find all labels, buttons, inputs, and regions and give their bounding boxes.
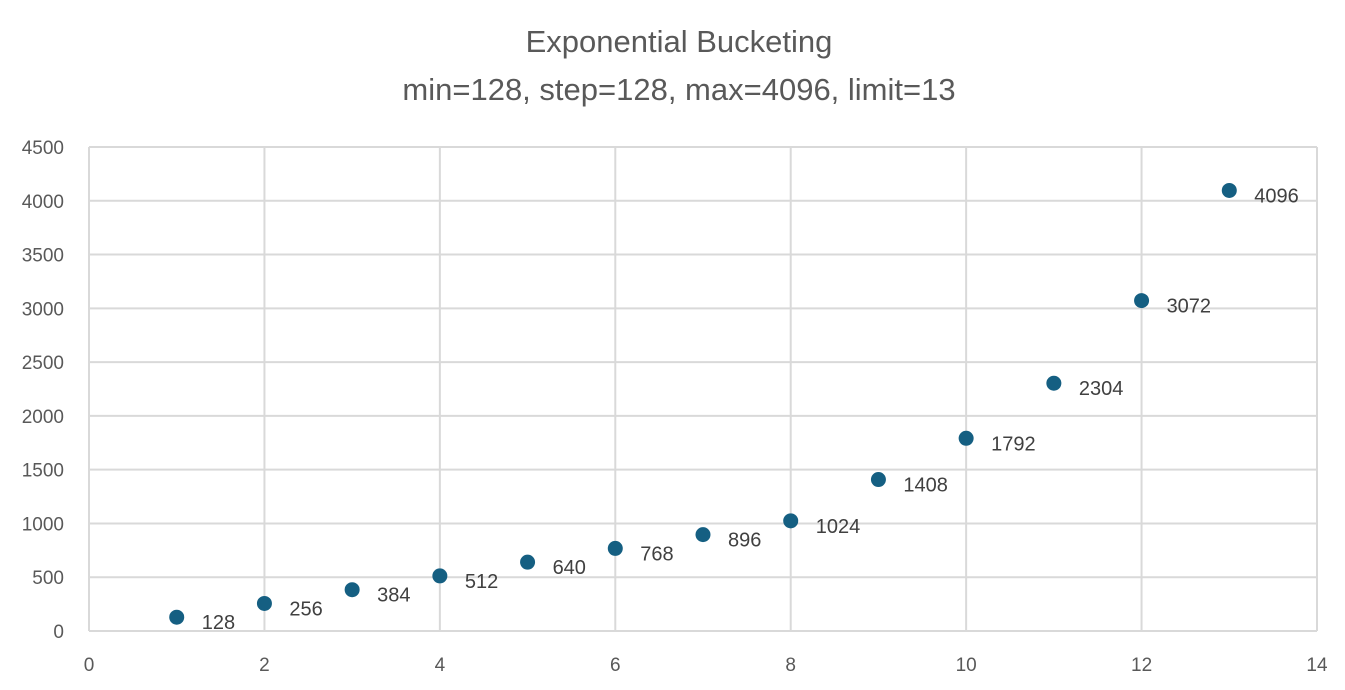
data-point: [1046, 375, 1062, 391]
data-point: [432, 568, 448, 584]
data-point: [783, 513, 799, 529]
data-label: 1408: [903, 475, 948, 497]
data-labels: 128 256 384 512 640 768 896 1024 1408 1792 2304 307…: [202, 185, 1299, 634]
data-label: 640: [553, 557, 586, 579]
chart-title: Exponential Bucketing: [526, 24, 833, 59]
data-point: [169, 609, 185, 625]
data-label: 384: [377, 585, 410, 607]
data-label: 1792: [991, 433, 1035, 455]
y-tick-label: 3000: [22, 299, 64, 320]
chart-subtitle: min=128, step=128, max=4096, limit=13: [402, 72, 955, 107]
data-point: [870, 472, 886, 488]
data-point: [958, 430, 974, 446]
y-tick-label: 4000: [22, 192, 64, 213]
data-label: 768: [640, 543, 673, 565]
y-tick-label: 2500: [22, 353, 64, 374]
y-tick-label: 0: [53, 622, 64, 643]
x-tick-label: 8: [785, 655, 796, 676]
x-tick-label: 14: [1306, 655, 1328, 676]
x-tick-label: 12: [1131, 655, 1152, 676]
y-tick-label: 1000: [22, 514, 64, 535]
y-tick-label: 2000: [22, 407, 64, 428]
data-label: 896: [728, 530, 761, 552]
data-label: 1024: [816, 516, 861, 538]
y-tick-label: 500: [32, 568, 64, 589]
data-point: [607, 540, 623, 556]
data-point: [1134, 293, 1150, 309]
y-tick-label: 4500: [22, 138, 64, 159]
x-tick-label: 2: [259, 655, 270, 676]
y-tick-label: 1500: [22, 461, 64, 482]
data-point: [695, 527, 711, 543]
data-points: [169, 182, 1237, 625]
gridlines: [88, 146, 1318, 632]
data-label: 3072: [1167, 296, 1212, 318]
data-label: 2304: [1079, 378, 1124, 400]
data-label: 128: [202, 612, 235, 634]
data-label: 4096: [1254, 185, 1299, 207]
x-tick-label: 0: [84, 655, 95, 676]
y-tick-label: 3500: [22, 246, 64, 267]
data-label: 512: [465, 571, 498, 593]
data-point: [1221, 182, 1237, 198]
data-point: [520, 554, 536, 570]
data-label: 256: [289, 598, 322, 620]
x-tick-label: 6: [610, 655, 621, 676]
x-tick-label: 10: [956, 655, 977, 676]
x-tick-label: 4: [435, 655, 446, 676]
data-point: [344, 582, 360, 598]
tick-labels: 0 500 1000 1500 2000 2500 3000 3500 4000 4500 0 2 4 6…: [22, 138, 1328, 676]
data-point: [256, 595, 272, 611]
